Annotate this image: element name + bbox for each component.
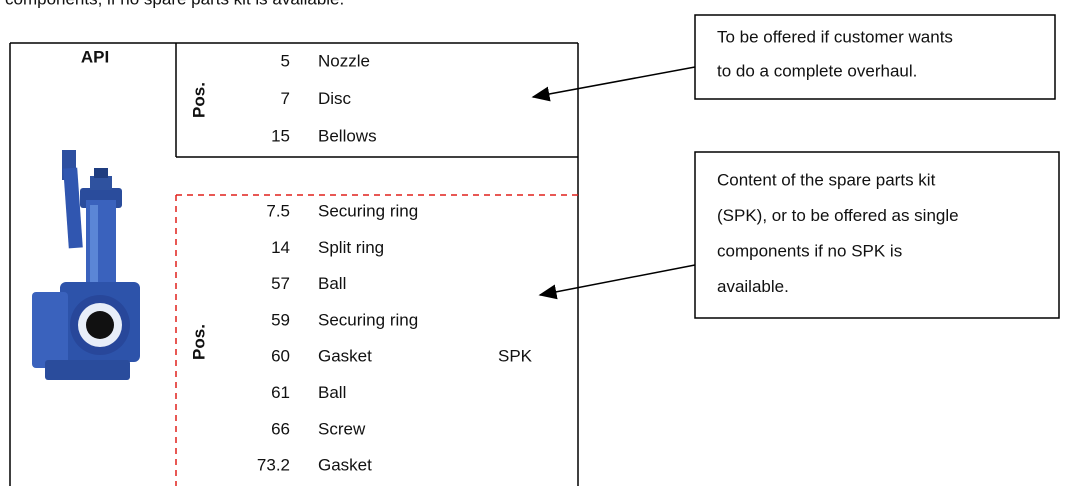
part-name: Split ring: [318, 238, 384, 257]
part-name: Bellows: [318, 126, 377, 145]
callout-text: (SPK), or to be offered as single: [717, 206, 959, 225]
position-number: 73.2: [257, 456, 290, 475]
callout-text: to do a complete overhaul.: [717, 61, 917, 80]
part-name: Securing ring: [318, 310, 418, 329]
position-number: 66: [271, 419, 290, 438]
part-name: Disc: [318, 89, 352, 108]
part-name: Nozzle: [318, 51, 370, 70]
position-number: 15: [271, 126, 290, 145]
arrow: [538, 264, 696, 300]
intro-text: components, if no spare parts kit is ava…: [5, 0, 344, 8]
position-number: 59: [271, 310, 290, 329]
part-name: Securing ring: [318, 201, 418, 220]
position-number: 60: [271, 347, 290, 366]
spk-frame: [175, 194, 578, 486]
part-name: Screw: [318, 419, 366, 438]
position-number: 57: [271, 274, 290, 293]
part-name: Gasket: [318, 456, 372, 475]
group-label: Pos.: [189, 324, 208, 360]
position-number: 14: [271, 238, 290, 257]
position-number: 7.5: [266, 201, 290, 220]
part-name: Ball: [318, 383, 346, 402]
callout-box: [694, 14, 1056, 100]
position-number: 61: [271, 383, 290, 402]
valve-image: [32, 150, 140, 380]
table-title: API: [81, 47, 109, 66]
callout-box: [694, 151, 1060, 319]
kit-tag: SPK: [498, 346, 533, 365]
group-label: Pos.: [189, 82, 208, 118]
position-number: 7: [281, 89, 290, 108]
callout-text: To be offered if customer wants: [717, 27, 953, 46]
callout-text: Content of the spare parts kit: [717, 170, 936, 189]
arrow: [531, 66, 696, 102]
part-name: Gasket: [318, 347, 372, 366]
callout-text: components if no SPK is: [717, 241, 902, 260]
callout-text: available.: [717, 277, 789, 296]
position-number: 5: [281, 51, 290, 70]
table-frame: [9, 42, 579, 486]
part-name: Ball: [318, 274, 346, 293]
